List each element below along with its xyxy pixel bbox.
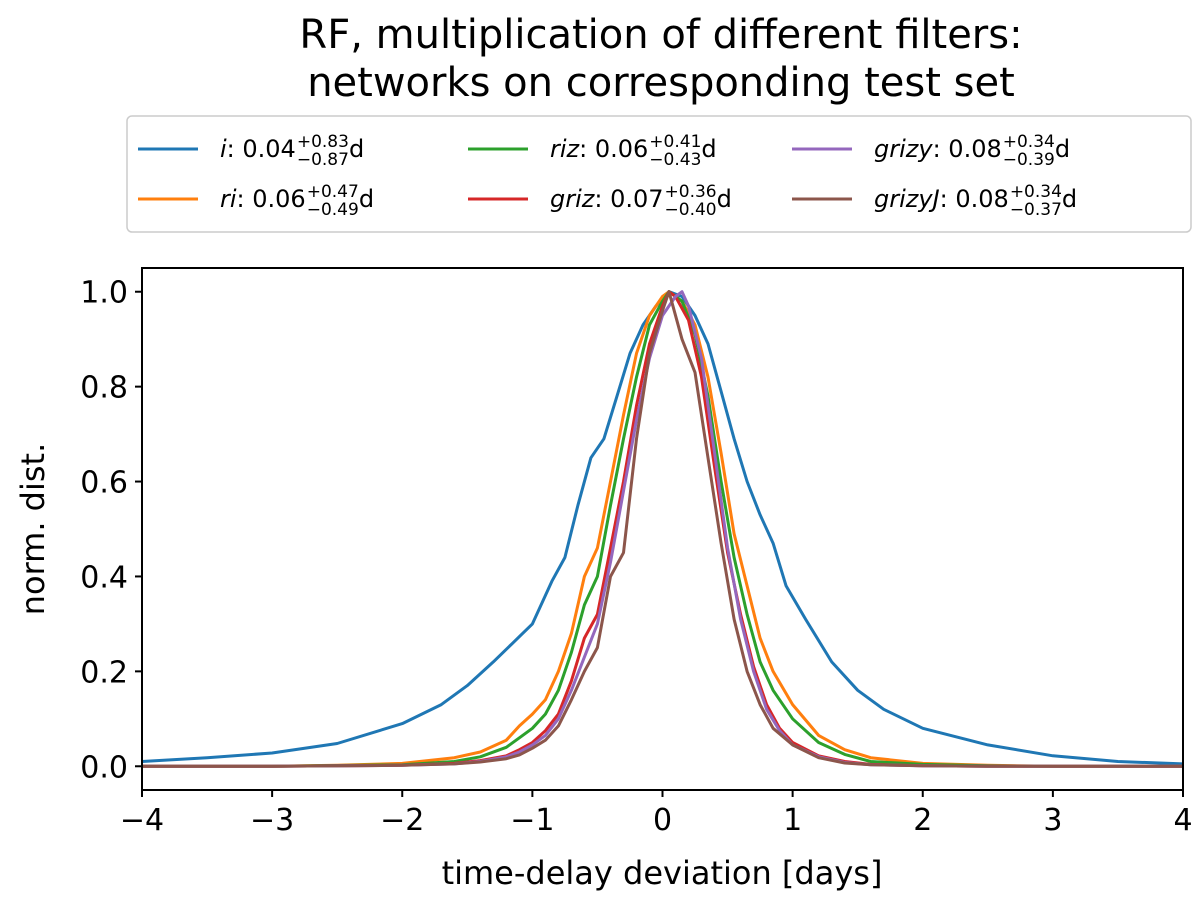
y-axis-label: norm. dist. [14,443,52,616]
x-tick-label: −2 [380,803,424,838]
series-line-grizyJ [142,290,1183,768]
legend-unit-riz: d [701,135,716,163]
legend-lower-error-i: −0.87 [297,150,349,170]
x-tick-label: 1 [783,803,802,838]
legend-unit-i: d [349,135,364,163]
legend-unit-griz: d [717,185,732,213]
legend-upper-error-grizy: +0.34 [1003,132,1055,152]
plot-area: −4 −3 −2 −1 0 1 2 3 4 0.0 0.2 0.4 0.6 0.8 1.0 [80,267,1193,838]
legend: i: 0.04 +0.83−0.87 d ri: 0.06 +0.47−0.49 d r… [126,115,1192,233]
x-tick-label: 4 [1173,803,1192,838]
legend-label-ri: ri: 0.06 [220,185,306,213]
legend-lower-error-griz: −0.40 [665,200,717,220]
series-line-riz [142,290,1183,768]
series-line-grizy [142,290,1183,768]
x-tick-label: −3 [250,803,294,838]
chart-title-line-1: RF, multiplication of different filters: [299,12,1022,58]
legend-label-i: i: 0.04 [220,135,296,163]
y-tick-label: 1.0 [80,276,128,311]
y-tick-label: 0.4 [80,560,128,595]
x-tick-label: −4 [120,803,164,838]
legend-label-grizyJ: grizyJ: 0.08 [874,185,1009,213]
legend-lower-error-riz: −0.43 [649,150,701,170]
legend-lower-error-grizyJ: −0.37 [1010,200,1062,220]
series-line-i [142,290,1183,766]
x-tick-label: −1 [510,803,554,838]
x-axis-label: time-delay deviation [days] [442,854,883,892]
plot-frame [141,267,1184,791]
y-tick-label: 0.2 [80,655,128,690]
legend-unit-grizyJ: d [1062,185,1077,213]
legend-upper-error-griz: +0.36 [665,182,717,202]
y-tick-label: 0.0 [80,750,128,785]
legend-upper-error-i: +0.83 [297,132,349,152]
legend-upper-error-riz: +0.41 [649,132,701,152]
legend-lower-error-grizy: −0.39 [1003,150,1055,170]
y-tick-label: 0.6 [80,466,128,501]
chart-title-line-2: networks on corresponding test set [307,60,1015,106]
legend-unit-ri: d [359,185,374,213]
x-tick-label: 2 [913,803,932,838]
legend-unit-grizy: d [1055,135,1070,163]
legend-label-riz: riz: 0.06 [550,135,648,163]
legend-label-grizy: grizy: 0.08 [874,135,1002,163]
x-tick-label: 3 [1043,803,1062,838]
legend-frame [126,115,1192,233]
series-line-griz [142,290,1183,768]
y-tick-label: 0.8 [80,371,128,406]
series-line-ri [142,290,1183,768]
x-tick-label: 0 [653,803,672,838]
legend-upper-error-grizyJ: +0.34 [1010,182,1062,202]
legend-upper-error-ri: +0.47 [307,182,359,202]
legend-label-griz: griz: 0.07 [550,185,664,213]
legend-lower-error-ri: −0.49 [307,200,359,220]
